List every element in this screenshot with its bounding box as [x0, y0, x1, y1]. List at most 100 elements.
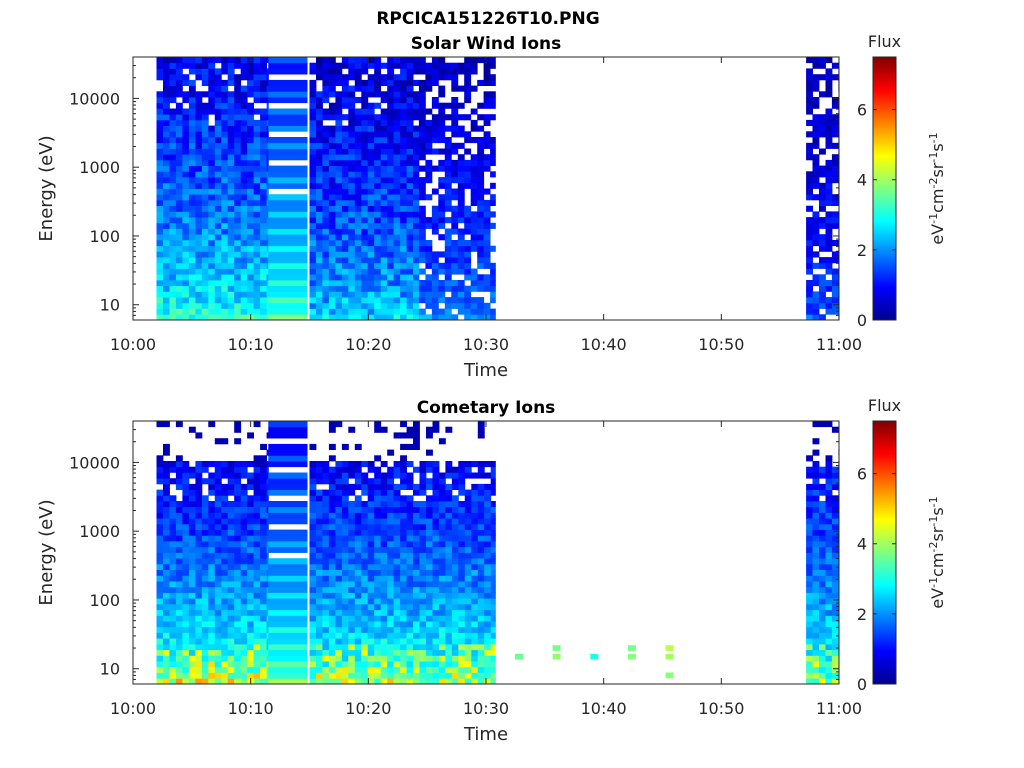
heat-cell: [208, 501, 216, 508]
heat-cell: [316, 297, 323, 304]
heat-cell: [268, 541, 308, 548]
heat-cell: [247, 302, 254, 309]
heat-cell: [819, 297, 826, 304]
heat-cell: [413, 466, 420, 473]
heat-cell: [240, 563, 248, 570]
heat-cell: [490, 274, 496, 281]
heat-cell: [380, 302, 388, 309]
heat-cell: [266, 466, 269, 473]
heat-cell: [247, 245, 254, 252]
heat-cell: [169, 142, 177, 149]
heat-cell: [163, 262, 170, 269]
heat-cell: [451, 257, 459, 264]
heat-cell: [195, 68, 203, 75]
heat-cell: [214, 558, 222, 565]
heat-cell: [413, 240, 420, 247]
heat-cell: [406, 62, 414, 69]
heat-cell: [266, 97, 269, 104]
heat-cell: [431, 125, 439, 132]
heat-cell: [175, 262, 183, 269]
heat-cell: [156, 177, 164, 184]
heat-cell: [477, 592, 485, 599]
heat-cell: [214, 188, 222, 195]
heat-cell: [348, 501, 356, 508]
heat-cell: [227, 62, 235, 69]
heat-cell: [464, 621, 472, 628]
heat-cell: [464, 297, 472, 304]
heat-cell: [169, 251, 177, 258]
heat-cell: [361, 666, 369, 673]
heat-cell: [806, 262, 813, 269]
heat-cell: [374, 251, 382, 258]
heat-cell: [445, 466, 453, 473]
heat-cell: [367, 598, 375, 605]
heat-cell: [221, 438, 229, 445]
heat-cell: [367, 280, 375, 287]
heat-cell: [227, 586, 235, 593]
heat-cell: [309, 285, 317, 292]
heat-cell: [175, 678, 183, 685]
heat-cell: [335, 125, 343, 132]
heat-cell: [426, 678, 433, 685]
heat-cell: [240, 678, 248, 685]
heat-cell: [380, 649, 388, 656]
heat-cell: [413, 432, 420, 439]
heat-cell: [208, 188, 216, 195]
heat-cell: [188, 609, 196, 616]
heat-cell: [227, 182, 235, 189]
heat-cell: [260, 240, 267, 247]
heat-cell: [175, 501, 183, 508]
heat-cell: [163, 655, 170, 662]
heat-cell: [316, 291, 323, 298]
heat-cell: [341, 518, 349, 525]
heat-cell: [208, 228, 216, 235]
heat-cell: [806, 108, 813, 115]
heat-cell: [387, 188, 395, 195]
heat-cell: [806, 546, 813, 553]
heat-cell: [335, 609, 343, 616]
heat-cell: [163, 421, 170, 428]
heat-cell: [490, 245, 496, 252]
heat-cell: [819, 131, 826, 138]
heat-cell: [431, 74, 439, 81]
heat-cell: [266, 461, 269, 468]
heat-cell: [247, 546, 254, 553]
heat-cell: [400, 62, 407, 69]
heat-cell: [438, 495, 446, 502]
heat-cell: [406, 672, 414, 679]
heat-cell: [374, 649, 382, 656]
heat-cell: [175, 552, 183, 559]
heat-cell: [227, 644, 235, 651]
heat-cell: [374, 194, 382, 201]
x-tick-label: 10:50: [698, 335, 744, 354]
heat-cell: [169, 495, 177, 502]
heat-cell: [471, 483, 479, 490]
heat-cell: [348, 592, 356, 599]
heatmap-cells: [156, 421, 840, 685]
heat-cell: [393, 302, 401, 309]
heat-cell: [175, 274, 183, 281]
heat-cell: [309, 79, 317, 86]
heat-cell: [812, 302, 820, 309]
heat-cell: [253, 245, 261, 252]
heat-cell: [812, 501, 820, 508]
heat-cell: [361, 472, 369, 479]
heat-cell: [831, 125, 839, 132]
heat-cell: [188, 159, 196, 166]
heat-cell: [825, 68, 833, 75]
heat-cell: [432, 563, 440, 570]
heat-cell: [201, 280, 209, 287]
heat-cell: [438, 586, 446, 593]
heat-cell: [490, 483, 496, 490]
heat-cell: [208, 666, 216, 673]
heat-cell: [253, 280, 261, 287]
heat-cell: [195, 678, 203, 685]
heat-cell: [825, 142, 833, 149]
heat-cell: [393, 119, 401, 126]
heat-cell: [322, 125, 330, 132]
heat-cell: [374, 421, 382, 428]
heat-cell: [406, 615, 414, 622]
heat-cell: [247, 432, 254, 439]
heat-cell: [208, 205, 216, 212]
heat-cell: [380, 501, 388, 508]
